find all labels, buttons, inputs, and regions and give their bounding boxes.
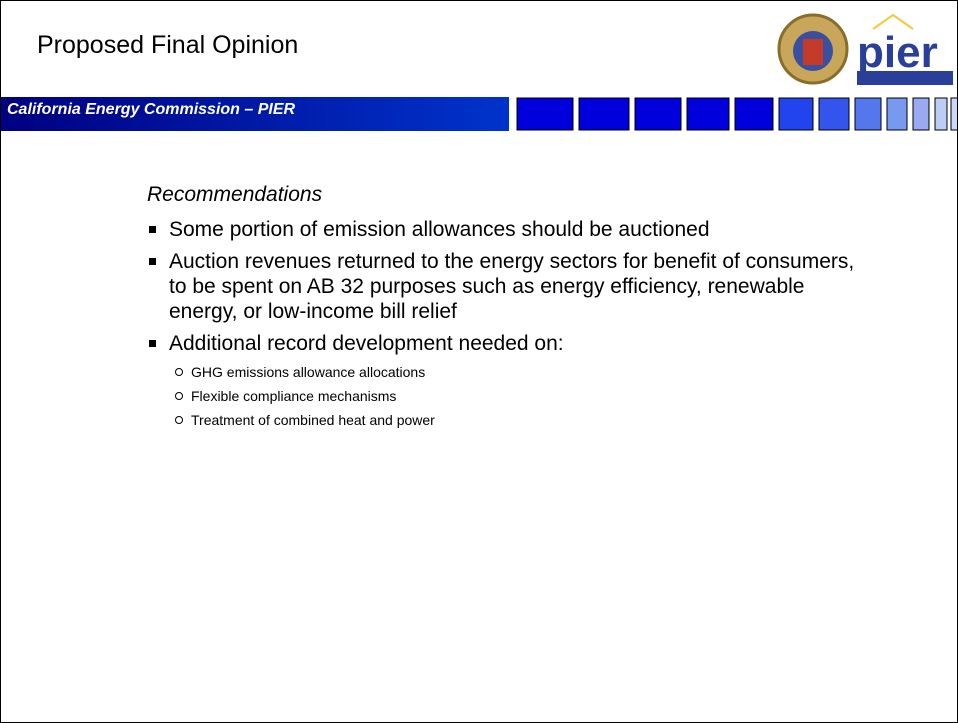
slide-title: Proposed Final Opinion [37, 31, 299, 59]
sub-bullet: Flexible compliance mechanisms [175, 384, 867, 408]
bullet: Some portion of emission allowances shou… [147, 217, 867, 242]
subtitle: California Energy Commission – PIER [7, 101, 296, 118]
bullet: Auction revenues returned to the energy … [147, 249, 867, 324]
bullet-text: Additional record development needed on: [169, 332, 564, 355]
bullet-list: Some portion of emission allowances shou… [147, 217, 867, 439]
bullet: Additional record development needed on:… [147, 331, 867, 432]
sub-bullet: Treatment of combined heat and power [175, 408, 867, 432]
heading: Recommendations [147, 183, 323, 206]
logo: pier [777, 13, 953, 85]
bullet-text: Auction revenues returned to the energy … [169, 250, 855, 323]
header-band [1, 97, 957, 131]
sub-list: GHG emissions allowance allocations Flexi… [169, 360, 867, 432]
logo-text: pier [857, 28, 938, 77]
bullet-text: Some portion of emission allowances shou… [169, 218, 710, 241]
sub-bullet: GHG emissions allowance allocations [175, 360, 867, 384]
